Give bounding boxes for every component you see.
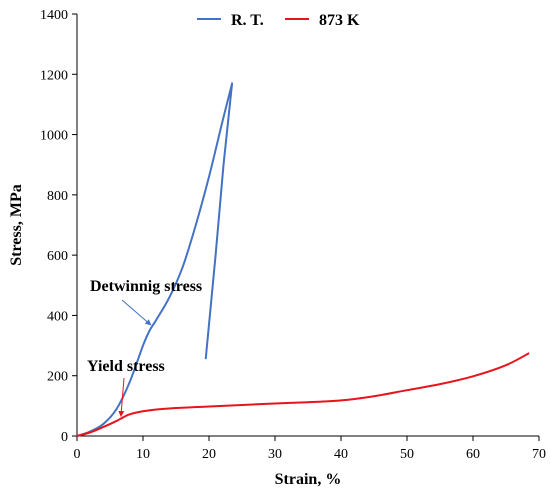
y-axis-title: Stress, MPa [8, 184, 25, 265]
legend-label-rt: R. T. [231, 12, 264, 29]
series-lines [76, 82, 530, 437]
legend: R. T. 873 K [197, 12, 360, 29]
x-tick-label: 50 [400, 447, 414, 462]
yield-stress-label: Yield stress [87, 358, 165, 375]
x-tick-label: 0 [74, 447, 81, 462]
detwinning-stress-label: Detwinnig stress [90, 278, 202, 295]
y-tick-label: 1400 [40, 8, 68, 23]
detwinning-arrow [121, 299, 152, 326]
y-tick-label: 600 [47, 249, 68, 264]
y-tick-label: 1200 [40, 68, 68, 83]
yield-arrow [118, 377, 125, 418]
series-line-873k [76, 352, 530, 437]
x-tick-label: 10 [136, 447, 150, 462]
y-tick-label: 1000 [40, 129, 68, 144]
x-axis-title: Strain, % [275, 471, 342, 488]
legend-label-873k: 873 K [319, 12, 360, 29]
x-tick-label: 40 [334, 447, 348, 462]
y-tick-label: 200 [47, 370, 68, 385]
x-tick-label: 20 [202, 447, 216, 462]
x-tick-label: 30 [268, 447, 282, 462]
axes [76, 14, 539, 437]
annotations: Detwinnig stress Yield stress [87, 278, 202, 418]
series-line-rt [76, 82, 234, 437]
x-tick-label: 70 [532, 447, 546, 462]
y-tick-label: 800 [47, 189, 68, 204]
x-tick-label: 60 [466, 447, 480, 462]
y-tick-label: 400 [47, 309, 68, 324]
y-tick-label: 0 [61, 430, 68, 445]
x-ticks: 0 10 20 30 40 50 60 70 [74, 436, 546, 462]
y-ticks: 0 200 400 600 800 1000 1200 1400 [40, 8, 77, 445]
